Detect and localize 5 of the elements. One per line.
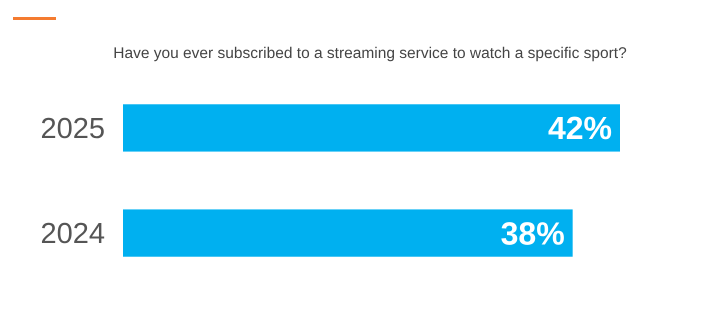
data-label: 38% [500,215,565,252]
y-tick-label: 2024 [40,218,105,250]
data-label: 42% [548,110,612,146]
y-tick-label: 2025 [40,113,105,146]
chart-title: Have you ever subscribed to a streaming service to watch a specific sport? [113,45,628,62]
